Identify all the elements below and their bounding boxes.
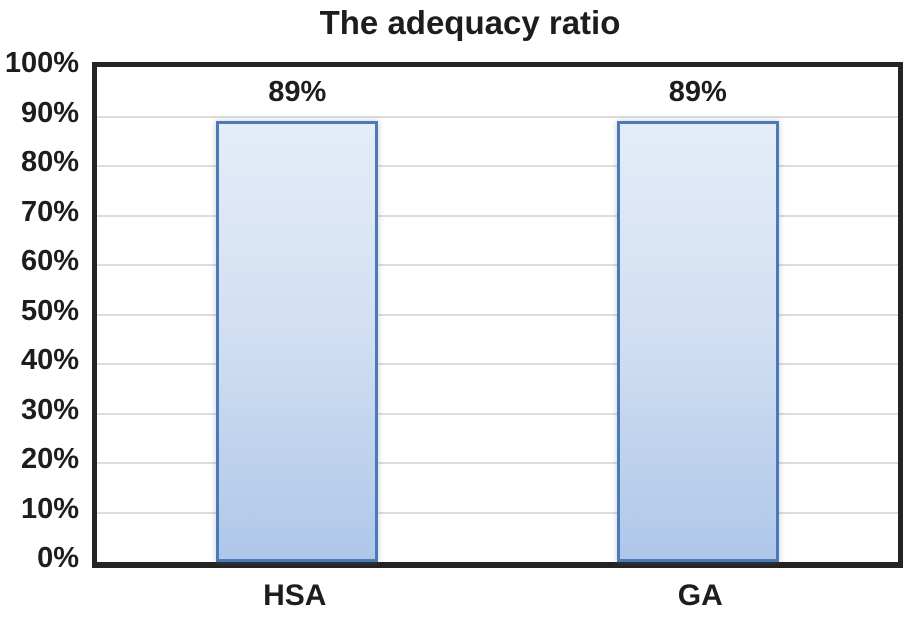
- y-axis-tick-label: 70%: [20, 195, 79, 228]
- plot-area: 89% 89%: [92, 62, 903, 568]
- gridline: [97, 214, 898, 217]
- y-axis-tick-label: 100%: [4, 47, 79, 79]
- gridline: [97, 412, 898, 415]
- x-axis-label-ga: GA: [677, 579, 723, 612]
- category-cell: 89%: [97, 67, 498, 562]
- y-axis-tick-label: 10%: [20, 492, 79, 525]
- bar-value-label: 89%: [268, 76, 327, 109]
- gridline: [97, 313, 898, 316]
- gridline: [97, 115, 898, 118]
- y-axis-tick-label: 50%: [20, 294, 79, 327]
- x-axis: HSA GA: [92, 578, 903, 614]
- x-axis-label-hsa: HSA: [263, 579, 327, 612]
- gridline: [97, 462, 898, 464]
- bar-ga: [616, 121, 779, 562]
- bar-hsa: [216, 121, 379, 562]
- bar-value-label: 89%: [668, 76, 727, 109]
- y-axis-tick-label: 80%: [20, 146, 79, 178]
- chart-title: The adequacy ratio: [319, 4, 621, 41]
- gridline: [97, 264, 898, 266]
- gridline: [97, 165, 898, 167]
- category-cell: 89%: [498, 67, 899, 562]
- y-axis-tick-label: 60%: [20, 245, 79, 277]
- gridline: [97, 363, 898, 365]
- y-axis-tick-label: 40%: [20, 344, 79, 376]
- y-axis-tick-label: 90%: [20, 96, 79, 129]
- y-axis-tick-label: 0%: [37, 542, 79, 574]
- y-axis-tick-label: 30%: [20, 393, 79, 426]
- gridline: [97, 511, 898, 514]
- y-axis-tick-label: 20%: [20, 443, 79, 475]
